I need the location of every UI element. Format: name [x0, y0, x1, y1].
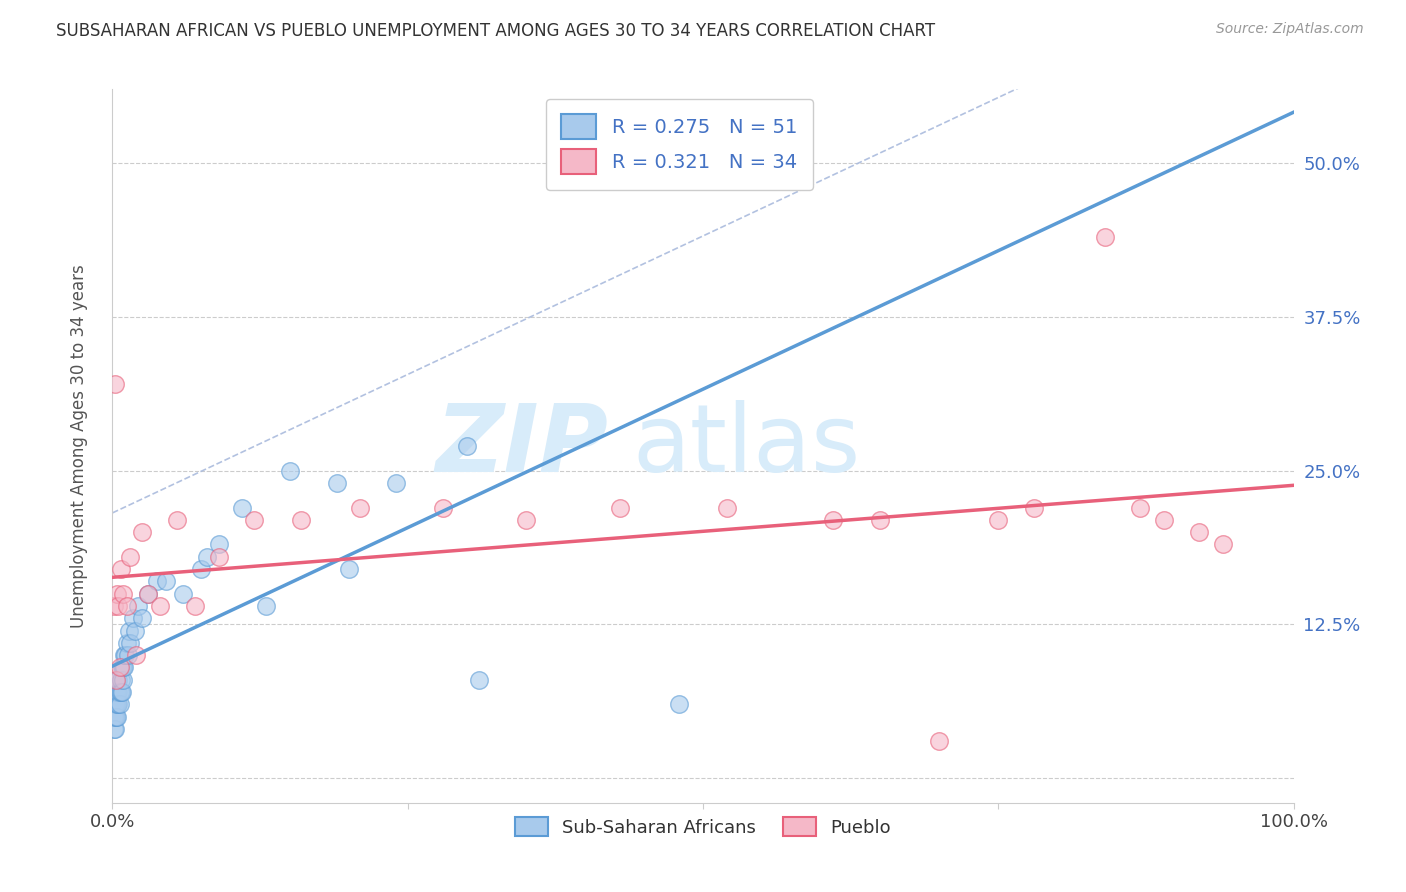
Point	[609, 500, 631, 515]
Text: atlas: atlas	[633, 400, 860, 492]
Point	[105, 685, 128, 699]
Point	[105, 709, 128, 723]
Point	[155, 574, 177, 589]
Point	[107, 599, 129, 613]
Point	[121, 611, 143, 625]
Point	[112, 648, 135, 662]
Point	[1129, 500, 1152, 515]
Point	[118, 624, 141, 638]
Point	[987, 513, 1010, 527]
Point	[103, 599, 125, 613]
Point	[120, 549, 142, 564]
Point	[112, 660, 135, 674]
Point	[131, 611, 153, 625]
Point	[131, 525, 153, 540]
Point	[127, 599, 149, 613]
Point	[1212, 537, 1234, 551]
Point	[1094, 230, 1116, 244]
Point	[104, 698, 127, 712]
Point	[108, 660, 131, 674]
Point	[290, 513, 312, 527]
Point	[105, 698, 128, 712]
Point	[104, 377, 127, 392]
Point	[115, 599, 138, 613]
Point	[467, 673, 489, 687]
Point	[112, 587, 135, 601]
Point	[208, 549, 231, 564]
Point	[107, 698, 129, 712]
Point	[105, 673, 128, 687]
Point	[136, 587, 159, 601]
Point	[117, 648, 139, 662]
Point	[337, 562, 360, 576]
Point	[124, 624, 146, 638]
Point	[821, 513, 844, 527]
Point	[112, 673, 135, 687]
Point	[550, 156, 572, 170]
Point	[1153, 513, 1175, 527]
Text: ZIP: ZIP	[436, 400, 609, 492]
Point	[103, 722, 125, 736]
Point	[190, 562, 212, 576]
Point	[125, 648, 148, 662]
Point	[136, 587, 159, 601]
Point	[105, 709, 128, 723]
Point	[432, 500, 454, 515]
Point	[105, 673, 128, 687]
Point	[112, 660, 135, 674]
Point	[103, 709, 125, 723]
Point	[110, 685, 132, 699]
Point	[111, 660, 134, 674]
Legend: Sub-Saharan Africans, Pueblo: Sub-Saharan Africans, Pueblo	[508, 809, 898, 844]
Point	[184, 599, 207, 613]
Point	[385, 475, 408, 490]
Point	[105, 685, 128, 699]
Point	[1022, 500, 1045, 515]
Point	[869, 513, 891, 527]
Point	[108, 685, 131, 699]
Point	[114, 648, 136, 662]
Point	[326, 475, 349, 490]
Point	[456, 439, 478, 453]
Text: Source: ZipAtlas.com: Source: ZipAtlas.com	[1216, 22, 1364, 37]
Point	[195, 549, 218, 564]
Point	[349, 500, 371, 515]
Point	[928, 734, 950, 748]
Point	[107, 673, 129, 687]
Point	[120, 636, 142, 650]
Text: SUBSAHARAN AFRICAN VS PUEBLO UNEMPLOYMENT AMONG AGES 30 TO 34 YEARS CORRELATION : SUBSAHARAN AFRICAN VS PUEBLO UNEMPLOYMEN…	[56, 22, 935, 40]
Point	[108, 698, 131, 712]
Point	[107, 685, 129, 699]
Point	[668, 698, 690, 712]
Point	[110, 673, 132, 687]
Point	[208, 537, 231, 551]
Point	[146, 574, 169, 589]
Point	[104, 722, 127, 736]
Point	[231, 500, 253, 515]
Point	[1188, 525, 1211, 540]
Y-axis label: Unemployment Among Ages 30 to 34 years: Unemployment Among Ages 30 to 34 years	[70, 264, 89, 628]
Point	[716, 500, 738, 515]
Point	[111, 685, 134, 699]
Point	[105, 587, 128, 601]
Point	[166, 513, 188, 527]
Point	[104, 709, 127, 723]
Point	[172, 587, 194, 601]
Point	[149, 599, 172, 613]
Point	[254, 599, 277, 613]
Point	[278, 464, 301, 478]
Point	[515, 513, 537, 527]
Point	[110, 562, 132, 576]
Point	[243, 513, 266, 527]
Point	[115, 636, 138, 650]
Point	[105, 698, 128, 712]
